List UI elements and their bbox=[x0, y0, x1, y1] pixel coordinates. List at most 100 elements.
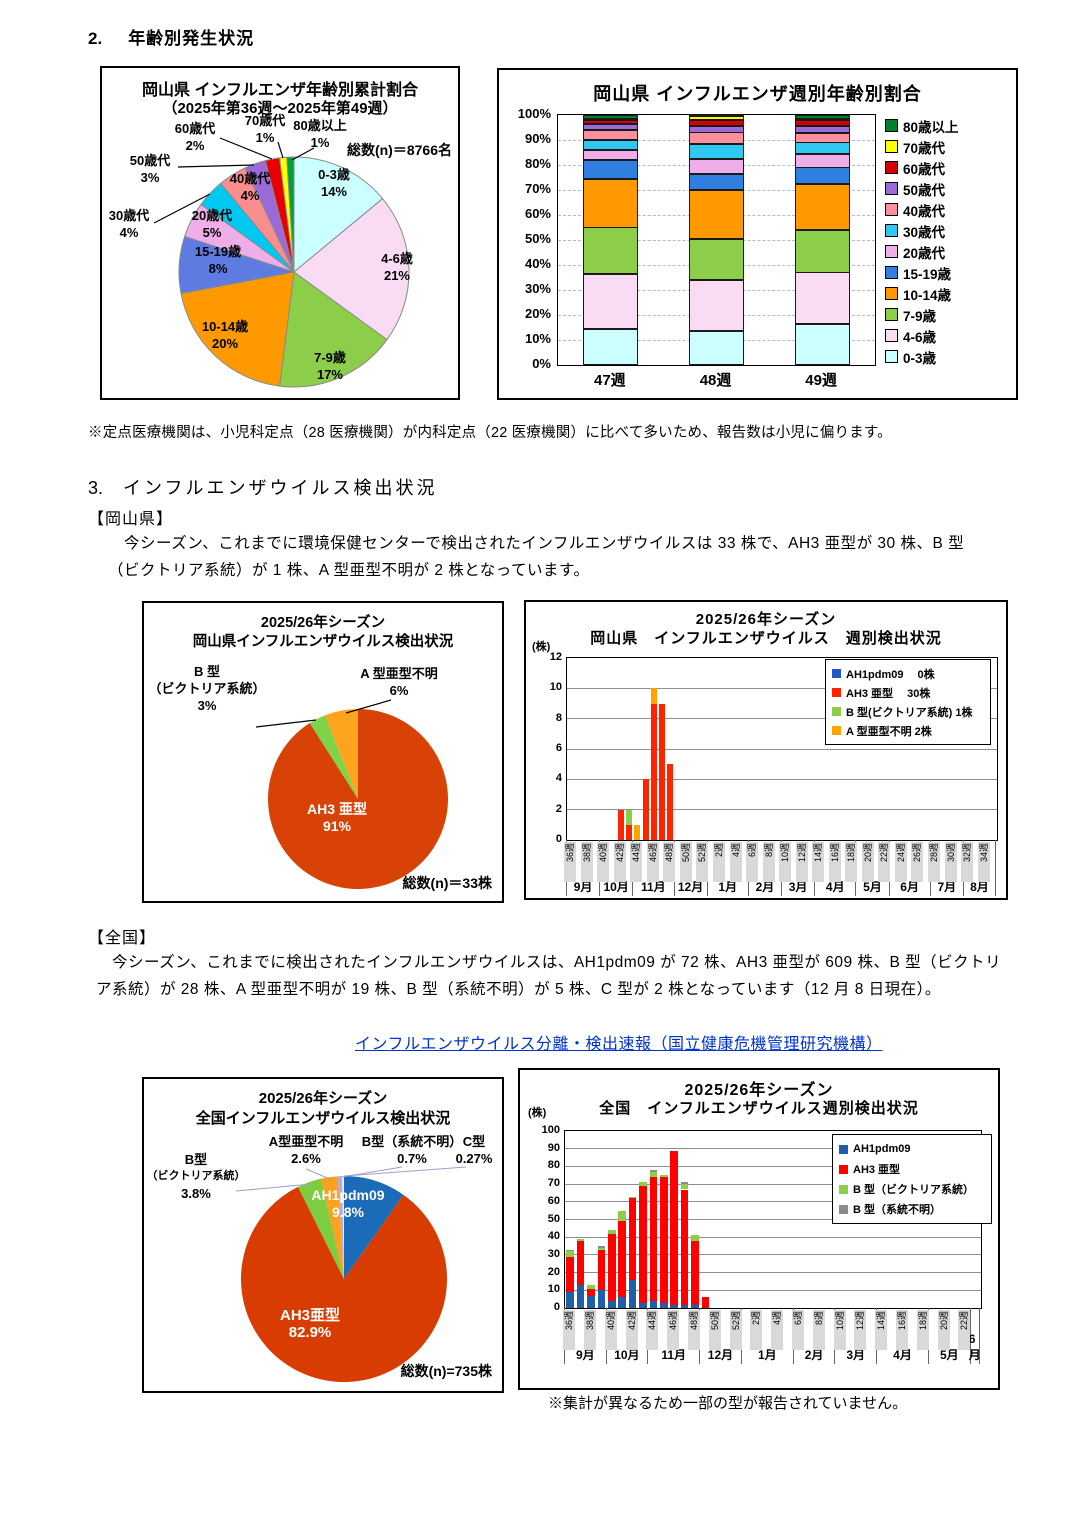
legend-item: AH3 亜型 bbox=[839, 1159, 985, 1179]
legend-swatch bbox=[885, 161, 898, 174]
y-axis-label: 90% bbox=[524, 131, 551, 146]
note-shukei: ※集計が異なるため一部の型が報告されていません。 bbox=[548, 1396, 908, 1412]
section-2-number: 2. bbox=[88, 29, 103, 48]
bar-segment bbox=[597, 1290, 606, 1308]
x-axis-label: 47週 bbox=[594, 372, 626, 389]
okayama-virus-pie bbox=[255, 699, 449, 889]
chart-subtitle: 全国インフルエンザウイルス検出状況 bbox=[195, 1110, 451, 1127]
week-tick-label: 22週 bbox=[958, 1310, 971, 1350]
section-3-heading: 3. インフルエンザウイルス検出状況 bbox=[88, 474, 437, 500]
bar-segment bbox=[689, 238, 744, 280]
legend-swatch bbox=[839, 1184, 848, 1194]
week-tick-label: 44週 bbox=[630, 842, 643, 882]
legend-label: 60歳代 bbox=[903, 161, 946, 177]
week-tick-label: 22週 bbox=[878, 842, 891, 882]
legend-label: 70歳代 bbox=[903, 140, 946, 156]
week-tick-label: 40週 bbox=[597, 842, 610, 882]
chart-subtitle: 全国 インフルエンザウイルス週別検出状況 bbox=[599, 1100, 919, 1117]
chart-title: 2025/26年シーズン bbox=[258, 1090, 388, 1107]
pie-slice bbox=[180, 271, 295, 387]
axis-unit: (株) bbox=[532, 641, 551, 653]
pie-label-ah3: AH3亜型 82.9% bbox=[279, 1307, 341, 1341]
legend-swatch bbox=[885, 266, 898, 279]
leader-lines bbox=[153, 137, 315, 224]
bar-segment bbox=[650, 688, 657, 704]
y-axis-label: 20% bbox=[524, 306, 551, 321]
bar-segment bbox=[794, 119, 850, 127]
okayama-weekly-bar-box: 2025/26年シーズン 岡山県 インフルエンザウイルス 週別検出状況 (株) … bbox=[524, 600, 1008, 900]
virus-report-link[interactable]: インフルエンザウイルス分離・検出速報（国立健康危機管理研究機構） bbox=[355, 1036, 883, 1053]
bar-segment bbox=[680, 1189, 689, 1305]
pie-label-0-3: 0-3歳 14% bbox=[318, 167, 350, 199]
legend-label: B 型(ビクトリア系統) 1株 bbox=[846, 706, 973, 719]
y-axis-label: 50 bbox=[547, 1212, 560, 1225]
week-tick-label: 50週 bbox=[679, 842, 692, 882]
pie-label-b-unknown: B型（系統不明） 0.7% bbox=[361, 1134, 463, 1166]
legend: AH1pdm09 0株 AH3 亜型 30株 B 型(ビクトリア系統) 1株 A 型亜… bbox=[825, 659, 991, 745]
bar-segment bbox=[634, 824, 641, 840]
week-tick-label: 2週 bbox=[750, 1310, 763, 1350]
bar-segment bbox=[689, 116, 744, 120]
chart-title: 2025/26年シーズン bbox=[260, 615, 386, 631]
bar-segment bbox=[691, 1240, 699, 1305]
legend-label: 20歳代 bbox=[903, 245, 946, 261]
legend-swatch bbox=[839, 1164, 848, 1174]
bar-segment bbox=[583, 227, 639, 274]
week-tick-label: 48週 bbox=[663, 842, 676, 882]
legend-swatch bbox=[832, 669, 841, 678]
bar-segment bbox=[642, 779, 649, 840]
gridline bbox=[565, 1219, 981, 1220]
legend-label: 10-14歳 bbox=[903, 287, 952, 303]
legend-item: AH1pdm09 0株 bbox=[832, 664, 984, 683]
plot-area bbox=[557, 114, 876, 366]
legend-label: 15-19歳 bbox=[903, 266, 952, 282]
y-axis-label: 40 bbox=[547, 1230, 560, 1243]
week-tick-label: 36週 bbox=[564, 842, 577, 882]
leader-lines bbox=[255, 699, 392, 728]
bar-segment bbox=[689, 132, 744, 144]
y-axis-label: 40% bbox=[524, 256, 551, 271]
bar-segment bbox=[618, 1210, 627, 1222]
bar-segment bbox=[583, 123, 639, 130]
legend-item: 15-19歳 bbox=[885, 262, 959, 283]
pie-label-15-19: 15-19歳 8% bbox=[194, 244, 242, 276]
bar-segment bbox=[587, 1285, 595, 1289]
legend-swatch bbox=[885, 245, 898, 258]
legend: AH1pdm09 AH3 亜型 B 型（ビクトリア系統） B 型（系統不明） bbox=[832, 1134, 992, 1224]
bar-segment bbox=[680, 1184, 689, 1190]
bar-segment bbox=[628, 1196, 637, 1199]
legend-item: AH3 亜型 30株 bbox=[832, 683, 984, 702]
week-tick-label: 6週 bbox=[746, 842, 759, 882]
legend-swatch bbox=[832, 688, 841, 697]
legend-label: 40歳代 bbox=[903, 203, 946, 219]
week-tick-label: 30週 bbox=[944, 842, 957, 882]
month-cell: 6月 bbox=[969, 1308, 981, 1364]
pie-slice bbox=[342, 1175, 344, 1279]
week-tick-label: 12週 bbox=[854, 1310, 867, 1350]
week-tick-label: 10週 bbox=[779, 842, 792, 882]
x-axis-label: 49週 bbox=[805, 372, 837, 389]
gridline bbox=[567, 718, 997, 720]
bar-segment bbox=[794, 153, 850, 168]
bar-segment bbox=[689, 279, 744, 332]
week-tick-label: 34週 bbox=[977, 842, 990, 882]
week-tick-label: 4週 bbox=[771, 1310, 784, 1350]
y-axis-label: 2 bbox=[555, 802, 562, 815]
bar-segment bbox=[626, 824, 633, 840]
gridline bbox=[565, 1236, 981, 1238]
bar-segment bbox=[608, 1300, 616, 1308]
bar-segment bbox=[576, 1238, 585, 1241]
bar-segment bbox=[649, 1169, 658, 1172]
bar-segment bbox=[583, 159, 639, 179]
age-pie bbox=[153, 137, 410, 388]
bar-segment bbox=[701, 1297, 710, 1308]
week-tick-label: 8週 bbox=[762, 842, 775, 882]
pie-slice bbox=[241, 1186, 448, 1383]
bar-segment bbox=[566, 1251, 575, 1257]
y-axis-label: 90 bbox=[547, 1141, 560, 1154]
pie-slice bbox=[298, 1178, 344, 1279]
legend-label: 30歳代 bbox=[903, 224, 946, 240]
bar-segment bbox=[667, 764, 674, 840]
gridline bbox=[567, 748, 997, 750]
week-tick-label: 8週 bbox=[812, 1310, 825, 1350]
